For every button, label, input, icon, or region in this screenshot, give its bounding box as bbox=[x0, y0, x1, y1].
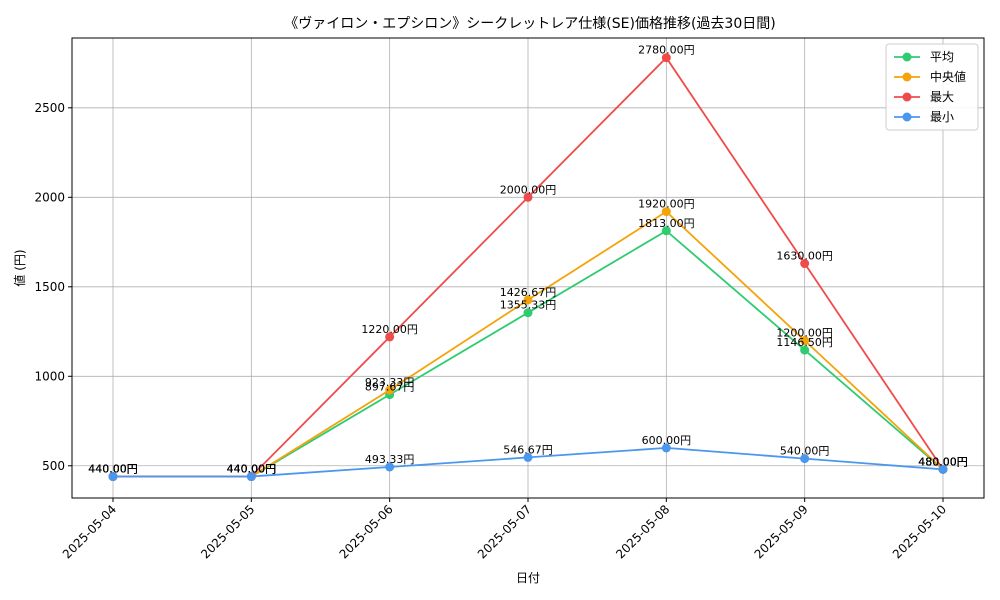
data-label: 1920.00円 bbox=[638, 198, 695, 211]
data-point bbox=[385, 462, 395, 472]
data-label: 480.00円 bbox=[918, 455, 968, 468]
x-tick-label: 2025-05-05 bbox=[198, 502, 257, 561]
data-point bbox=[800, 345, 810, 355]
chart-title: 《ヴァイロン・エプシロン》シークレットレア仕様(SE)価格推移(過去30日間) bbox=[284, 15, 775, 32]
legend-marker bbox=[902, 92, 912, 102]
data-label: 923.33円 bbox=[365, 376, 415, 389]
legend-label: 平均 bbox=[930, 50, 954, 64]
y-tick-label: 2500 bbox=[34, 101, 65, 115]
data-label: 440.00円 bbox=[88, 463, 138, 476]
data-point bbox=[523, 192, 533, 202]
data-point bbox=[246, 472, 256, 482]
data-point bbox=[661, 226, 671, 236]
data-point bbox=[661, 443, 671, 453]
x-tick-label: 2025-05-07 bbox=[475, 502, 534, 561]
data-label: 1220.00円 bbox=[361, 323, 418, 336]
data-point bbox=[800, 259, 810, 269]
legend-marker bbox=[902, 72, 912, 82]
data-label: 1355.33円 bbox=[500, 299, 557, 312]
data-point bbox=[800, 454, 810, 464]
data-label: 600.00円 bbox=[642, 434, 692, 447]
y-tick-label: 500 bbox=[42, 459, 65, 473]
data-labels: 440.00円 440.00円 897.67円 1355.33円 1813.00円 114… bbox=[88, 44, 968, 476]
data-label: 1426.67円 bbox=[500, 286, 557, 299]
data-label: 480.00円 bbox=[918, 455, 968, 468]
legend-marker bbox=[902, 52, 912, 62]
data-label: 440.00円 bbox=[227, 463, 277, 476]
data-label: 546.67円 bbox=[503, 443, 553, 456]
x-axis: 2025-05-04 2025-05-05 2025-05-06 2025-05-07… bbox=[60, 498, 949, 561]
y-tick-label: 1500 bbox=[34, 280, 65, 294]
data-label: 897.67円 bbox=[365, 381, 415, 394]
data-label: 1813.00円 bbox=[638, 217, 695, 230]
data-label: 440.00円 bbox=[227, 463, 277, 476]
y-axis-label: 値 (円) bbox=[12, 249, 27, 286]
y-tick-label: 1000 bbox=[34, 369, 65, 383]
data-point bbox=[108, 472, 118, 482]
data-point bbox=[661, 53, 671, 63]
legend-label: 最大 bbox=[930, 90, 954, 104]
x-tick-label: 2025-05-04 bbox=[60, 502, 119, 561]
data-label: 480.00円 bbox=[918, 455, 968, 468]
x-tick-label: 2025-05-10 bbox=[890, 502, 949, 561]
data-label: 1200.00円 bbox=[776, 326, 833, 339]
grid bbox=[72, 38, 984, 498]
data-point bbox=[523, 308, 533, 318]
data-label: 540.00円 bbox=[780, 445, 830, 458]
legend-box bbox=[885, 43, 979, 131]
data-point bbox=[523, 452, 533, 462]
data-label: 440.00円 bbox=[88, 463, 138, 476]
data-point bbox=[938, 464, 948, 474]
y-axis: 500 1000 1500 2000 2500 bbox=[34, 101, 72, 473]
series-group bbox=[108, 53, 948, 482]
x-tick-label: 2025-05-06 bbox=[337, 502, 396, 561]
data-label: 440.00円 bbox=[88, 463, 138, 476]
x-axis-label: 日付 bbox=[516, 571, 540, 585]
data-label: 2000.00円 bbox=[500, 183, 557, 196]
data-label: 440.00円 bbox=[227, 463, 277, 476]
data-point bbox=[800, 335, 810, 345]
data-point bbox=[661, 207, 671, 217]
data-label: 1146.50円 bbox=[776, 336, 833, 349]
data-label: 493.33円 bbox=[365, 453, 415, 466]
data-label: 1630.00円 bbox=[776, 250, 833, 263]
legend-marker bbox=[902, 112, 912, 122]
legend-label: 最小 bbox=[930, 110, 954, 124]
legend-label: 中央値 bbox=[930, 69, 966, 84]
x-tick-label: 2025-05-08 bbox=[613, 502, 672, 561]
data-label: 2780.00円 bbox=[638, 44, 695, 57]
data-label: 440.00円 bbox=[88, 463, 138, 476]
y-tick-label: 2000 bbox=[34, 190, 65, 204]
data-label: 440.00円 bbox=[227, 463, 277, 476]
data-point bbox=[385, 385, 395, 395]
data-point bbox=[385, 332, 395, 342]
x-tick-label: 2025-05-09 bbox=[752, 502, 811, 561]
data-point bbox=[523, 295, 533, 305]
data-label: 480.00円 bbox=[918, 455, 968, 468]
